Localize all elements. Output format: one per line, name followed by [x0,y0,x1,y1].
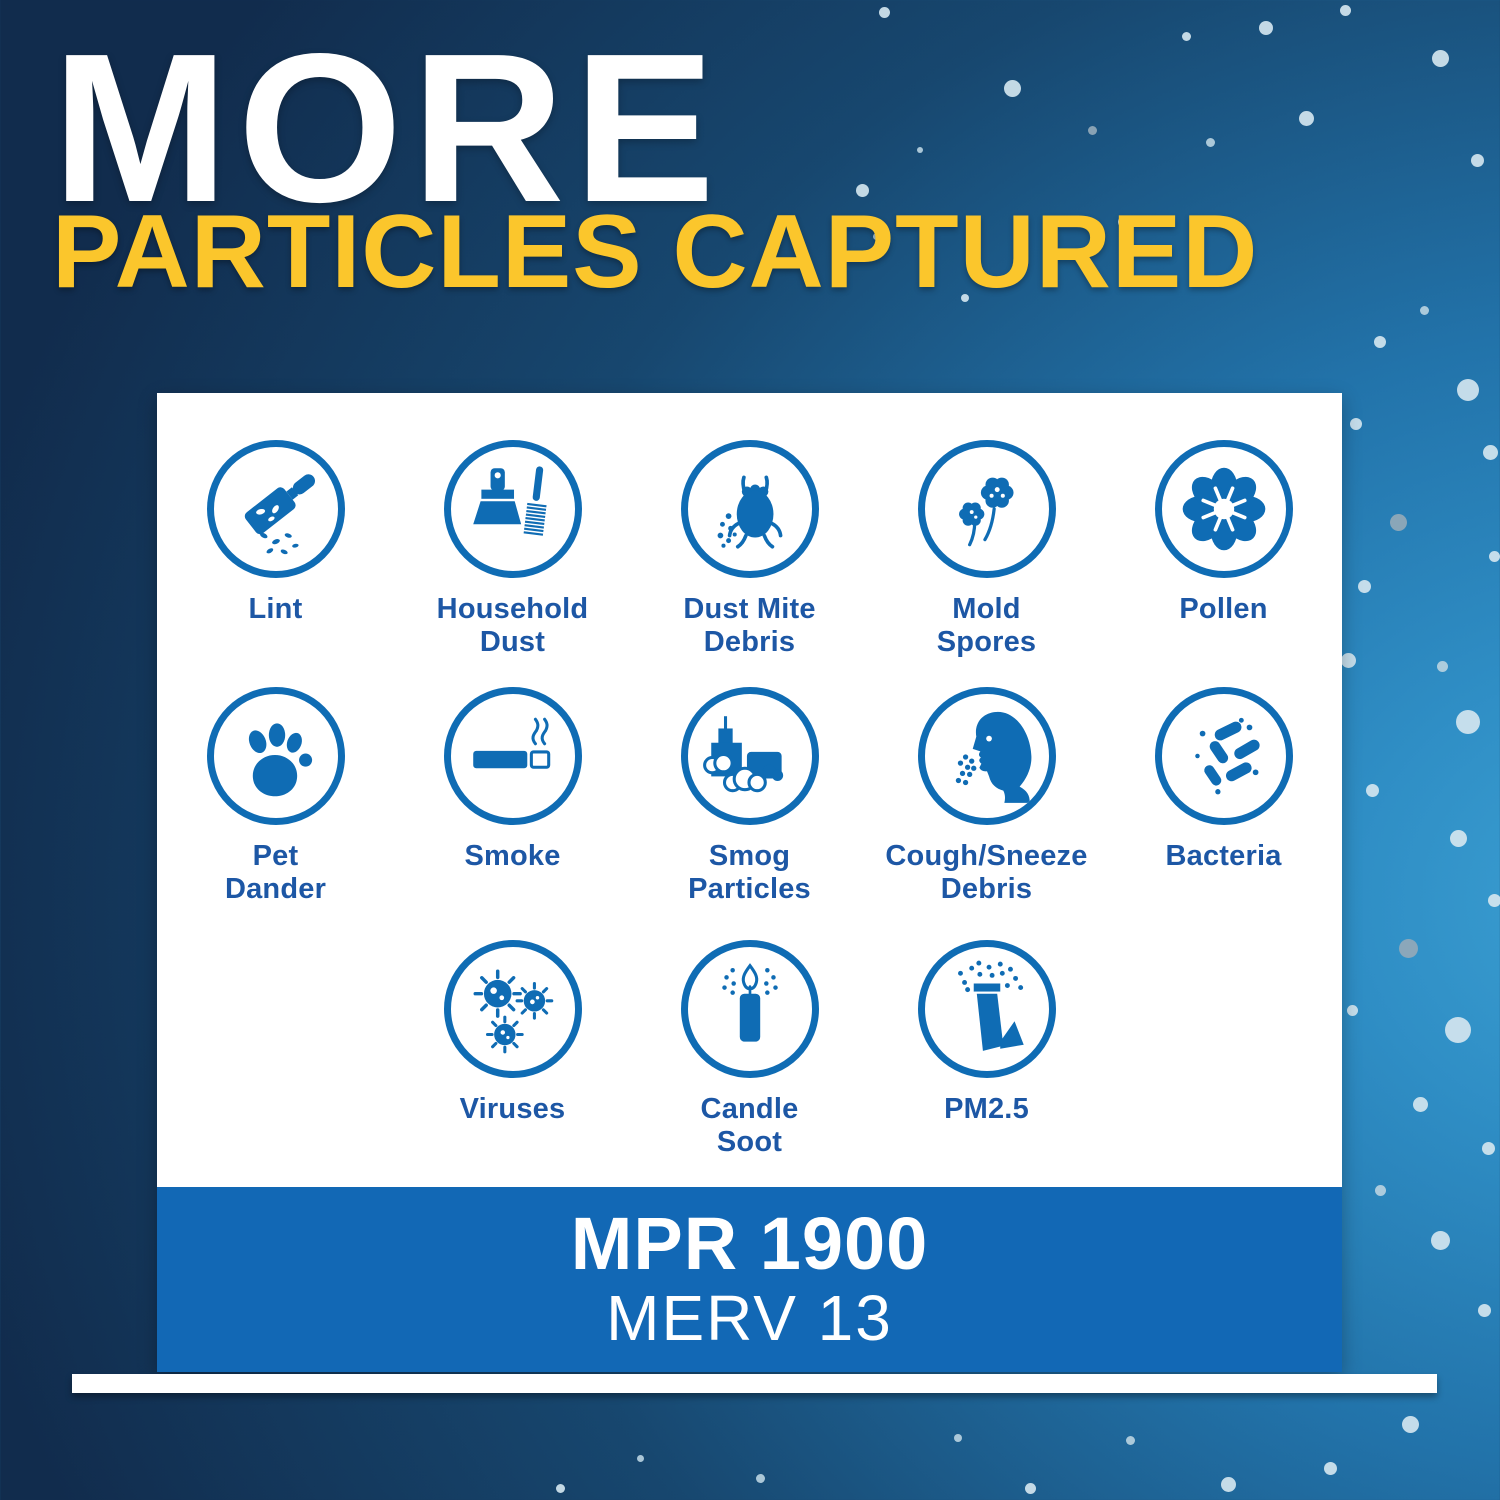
particle-dot [1449,829,1467,847]
lint-roller-label: Lint [248,593,303,625]
particle-item: Dust Mite Debris [631,440,868,687]
particle-dot [954,1434,962,1442]
cigarette-label: Smoke [464,840,561,872]
particle-item: Viruses [394,940,631,1159]
particle-dot [1398,938,1418,958]
particle-dot [1445,1017,1471,1043]
title-particles-captured: PARTICLES CAPTURED [52,194,1259,310]
particle-dot [878,6,890,18]
particle-dot [1477,1303,1491,1317]
particle-item: Pollen [1105,440,1342,687]
particle-dot [1430,1230,1450,1250]
paw-print-label: Pet Dander [224,840,327,905]
dust-mite-label: Dust Mite Debris [683,593,816,658]
dustpan-brush-label: Household Dust [436,593,589,658]
particle-dot [1205,137,1215,147]
virus-icon [443,940,582,1078]
cigarette-icon [443,687,582,825]
particle-dot [1481,1141,1495,1155]
particle-item: Pet Dander [157,687,394,940]
particles-captured-card: Lint Household Dust Dust Mite Debris Mol… [157,393,1342,1372]
sneezing-face-label: Cough/Sneeze Debris [885,840,1088,905]
particle-dot [872,232,880,240]
particles-grid-row-3: Viruses Candle Soot PM2.5 [157,940,1342,1159]
virus-label: Viruses [459,1093,566,1125]
pollen-flower-label: Pollen [1179,593,1268,625]
particle-dot [1003,79,1021,97]
particle-dot [1118,216,1130,228]
mold-spores-icon [917,440,1056,578]
particle-dot [1125,1435,1135,1445]
particle-dot [1412,1096,1428,1112]
particles-grid: Lint Household Dust Dust Mite Debris Mol… [157,393,1342,1187]
particle-dot [1487,893,1500,907]
particle-dot [1298,110,1314,126]
particle-dot [1087,125,1097,135]
particle-dot [1374,1184,1386,1196]
particle-dot [1470,153,1484,167]
particle-dot [1350,418,1362,430]
candle-label: Candle Soot [700,1093,799,1158]
particle-item: Candle Soot [631,940,868,1159]
particle-dot [1357,579,1371,593]
particle-dot [1419,305,1429,315]
particle-dot [755,1473,765,1483]
particle-dot [1365,783,1379,797]
particle-dot [1431,49,1449,67]
mold-spores-label: Mold Spores [936,593,1037,658]
candle-icon [680,940,819,1078]
particle-dot [1401,1415,1419,1433]
bacteria-label: Bacteria [1165,840,1282,872]
dustpan-brush-icon [443,440,582,578]
particle-item: Smog Particles [631,687,868,940]
particle-item: Lint [157,440,394,687]
particle-dot [1457,379,1479,401]
particle-dot [1181,31,1191,41]
lint-roller-icon [206,440,345,578]
pollen-flower-icon [1154,440,1293,578]
particle-dot [1220,1476,1236,1492]
merv-rating: MERV 13 [606,1281,893,1354]
particles-grid-row-2: Pet Dander Smoke Smog Particles Cough/Sn… [157,687,1342,940]
sneezing-face-icon [917,687,1056,825]
particle-dot [1389,513,1407,531]
particle-dot [1259,21,1273,35]
particle-item: PM2.5 [868,940,1105,1159]
particle-item: Smoke [394,687,631,940]
particle-item: Bacteria [1105,687,1342,940]
smokestack-icon [917,940,1056,1078]
particle-dot [1436,660,1448,672]
city-smog-label: Smog Particles [688,840,811,905]
title-more: MORE [52,9,724,246]
bacteria-icon [1154,687,1293,825]
paw-print-icon [206,687,345,825]
bottom-underline [72,1374,1437,1393]
particle-item: Mold Spores [868,440,1105,687]
city-smog-icon [680,687,819,825]
particle-dot [855,183,869,197]
particle-dot [917,147,923,153]
particle-dot [1482,444,1498,460]
particle-dot [1339,4,1351,16]
particle-dot [1456,710,1480,734]
particle-dot [1024,1482,1036,1494]
particle-dot [961,294,969,302]
mpr-rating: MPR 1900 [570,1201,929,1285]
smokestack-label: PM2.5 [944,1093,1029,1125]
particle-dot [1346,1004,1358,1016]
particle-dot [1340,652,1356,668]
particle-dot [636,1454,644,1462]
particle-dot [555,1483,565,1493]
dust-mite-icon [680,440,819,578]
particle-dot [1488,550,1500,562]
particles-grid-row-1: Lint Household Dust Dust Mite Debris Mol… [157,440,1342,687]
rating-bar: MPR 1900 MERV 13 [157,1187,1342,1372]
particle-item: Cough/Sneeze Debris [868,687,1105,940]
particle-item: Household Dust [394,440,631,687]
particle-dot [1323,1461,1337,1475]
particle-dot [1374,336,1386,348]
